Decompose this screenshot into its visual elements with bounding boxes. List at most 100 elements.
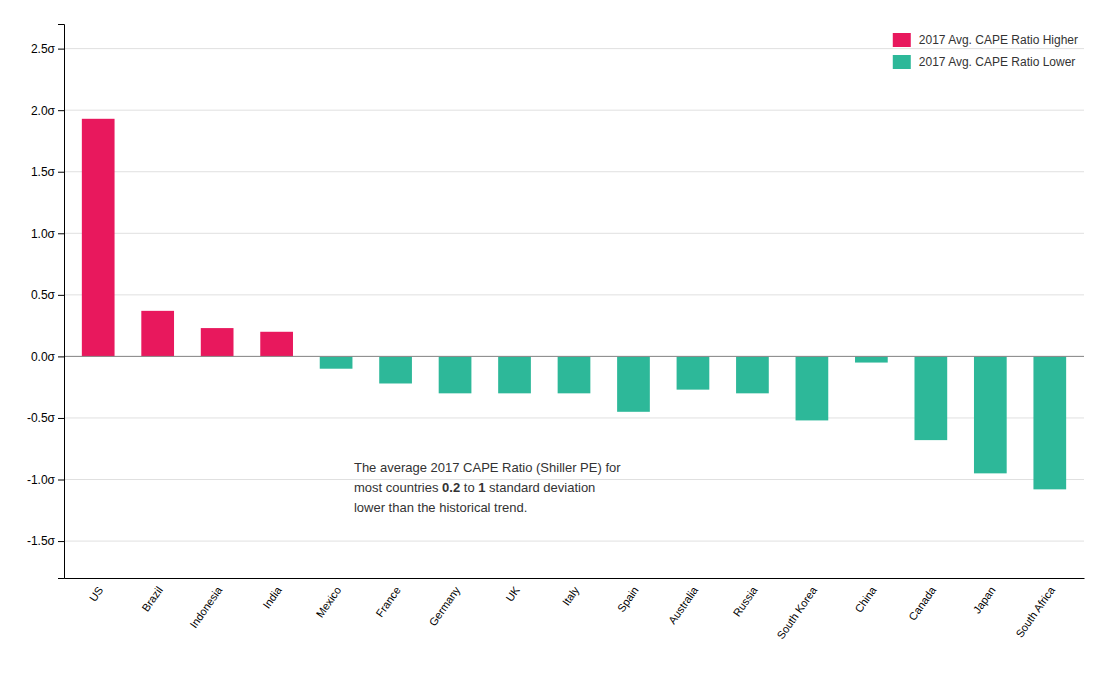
chart: -1.5σ -1.0σ -0.5σ 0.0σ 0.5σ 1.0σ 1.5σ 2.0σ 2.5σ U… (0, 0, 1108, 673)
x-axis: US Brazil Indonesia India Mexico France German… (65, 578, 1085, 641)
x-tick-label: Canada (906, 583, 938, 622)
y-tick: 1.5σ (31, 165, 64, 179)
grid-line (64, 541, 1084, 542)
x-tick: China (852, 578, 879, 615)
annotation-part: standard deviation (485, 480, 595, 495)
y-tick-label: 2.5σ (31, 42, 56, 56)
y-tick-label: -1.0σ (27, 473, 56, 487)
y-tick-mark (58, 110, 64, 111)
x-tick: Brazil (139, 578, 165, 614)
legend-label: 2017 Avg. CAPE Ratio Lower (919, 55, 1076, 69)
x-tick: Spain (615, 578, 641, 614)
x-tick-label: South Africa (1013, 583, 1057, 639)
y-axis: -1.5σ -1.0σ -0.5σ 0.0σ 0.5σ 1.0σ 1.5σ 2.0σ 2.5σ (27, 25, 65, 579)
bar (379, 356, 412, 383)
x-tick-label: Mexico (314, 584, 344, 619)
y-tick: 2.5σ (31, 42, 64, 56)
y-tick-mark (58, 541, 64, 542)
x-tick: UK (503, 578, 522, 604)
y-tick-label: 2.0σ (31, 104, 56, 118)
grid-line (64, 356, 1084, 357)
x-tick-label: Australia (666, 583, 701, 626)
y-tick: 2.0σ (31, 104, 64, 118)
x-tick: India (260, 578, 284, 611)
annotation-line: most countries 0.2 to 1 standard deviati… (354, 480, 595, 495)
legend: 2017 Avg. CAPE Ratio Higher 2017 Avg. CAP… (893, 33, 1078, 69)
y-tick-mark (58, 480, 64, 481)
grid-line (64, 233, 1084, 234)
x-tick: Indonesia (187, 578, 225, 630)
bar (617, 356, 650, 411)
x-tick-label: France (373, 584, 402, 619)
x-tick: Canada (906, 578, 938, 623)
y-tick: 0.0σ (31, 350, 64, 364)
annotation-line: The average 2017 CAPE Ratio (Shiller PE)… (354, 460, 621, 475)
annotation-part: most countries (354, 480, 442, 495)
x-tick: Australia (666, 578, 701, 626)
x-tick-label: India (260, 583, 284, 610)
bar (796, 356, 829, 420)
annotation: The average 2017 CAPE Ratio (Shiller PE)… (354, 460, 621, 515)
bar (439, 356, 472, 393)
x-tick-label: US (87, 584, 106, 603)
x-tick-label: Japan (971, 584, 998, 615)
x-tick-label: Brazil (139, 584, 165, 613)
x-tick-label: UK (503, 584, 522, 604)
bar (855, 356, 888, 362)
y-tick-mark (58, 356, 64, 357)
y-tick: 1.0σ (31, 227, 64, 241)
grid-line (64, 110, 1084, 111)
annotation-part: to (460, 480, 478, 495)
y-tick: 0.5σ (31, 288, 64, 302)
x-tick-label: Germany (427, 584, 463, 628)
legend-swatch (893, 33, 911, 47)
plot-area: -1.5σ -1.0σ -0.5σ 0.0σ 0.5σ 1.0σ 1.5σ 2.0σ 2.5σ U… (27, 25, 1085, 642)
x-tick-label: South Korea (774, 583, 819, 641)
grid-line (64, 294, 1084, 295)
grid-line (64, 48, 1084, 49)
bar (558, 356, 591, 393)
y-tick-label: -0.5σ (27, 411, 56, 425)
y-tick-mark (58, 233, 64, 234)
bar (974, 356, 1007, 473)
bar (1033, 356, 1066, 489)
y-tick-mark (58, 295, 64, 296)
y-tick-label: 0.5σ (31, 288, 56, 302)
x-tick-label: Spain (615, 584, 641, 614)
bars (82, 119, 1066, 490)
grid (64, 49, 1084, 541)
legend-item: 2017 Avg. CAPE Ratio Lower (893, 55, 1076, 69)
annotation-part: 1 (478, 480, 485, 495)
bar (914, 356, 947, 440)
y-axis-line (58, 25, 65, 579)
y-tick-label: 0.0σ (31, 350, 56, 364)
y-tick-label: 1.5σ (31, 165, 56, 179)
bar (498, 356, 531, 393)
grid-line (64, 171, 1084, 172)
annotation-part: 0.2 (442, 480, 460, 495)
zero-line (64, 356, 1084, 357)
y-tick-label: 1.0σ (31, 227, 56, 241)
x-tick: Russia (731, 578, 761, 619)
y-tick-label: -1.5σ (27, 534, 56, 548)
y-tick: -1.0σ (27, 473, 64, 487)
x-tick: South Africa (1013, 578, 1057, 640)
y-tick: -0.5σ (27, 411, 64, 425)
x-tick: Italy (560, 578, 582, 608)
bar (201, 328, 234, 356)
x-tick: France (373, 578, 402, 619)
x-tick-label: Italy (560, 584, 582, 608)
bar (677, 356, 710, 389)
x-tick: US (87, 578, 106, 604)
legend-label: 2017 Avg. CAPE Ratio Higher (919, 33, 1078, 47)
x-tick-label: China (852, 583, 879, 614)
bar (141, 311, 174, 357)
x-tick-label: Indonesia (187, 583, 225, 630)
bar (736, 356, 769, 393)
y-tick-mark (58, 418, 64, 419)
y-tick-mark (58, 172, 64, 173)
x-tick-label: Russia (731, 583, 761, 618)
annotation-line: lower than the historical trend. (354, 500, 527, 515)
bar (320, 356, 353, 368)
x-axis-line (65, 578, 1085, 579)
